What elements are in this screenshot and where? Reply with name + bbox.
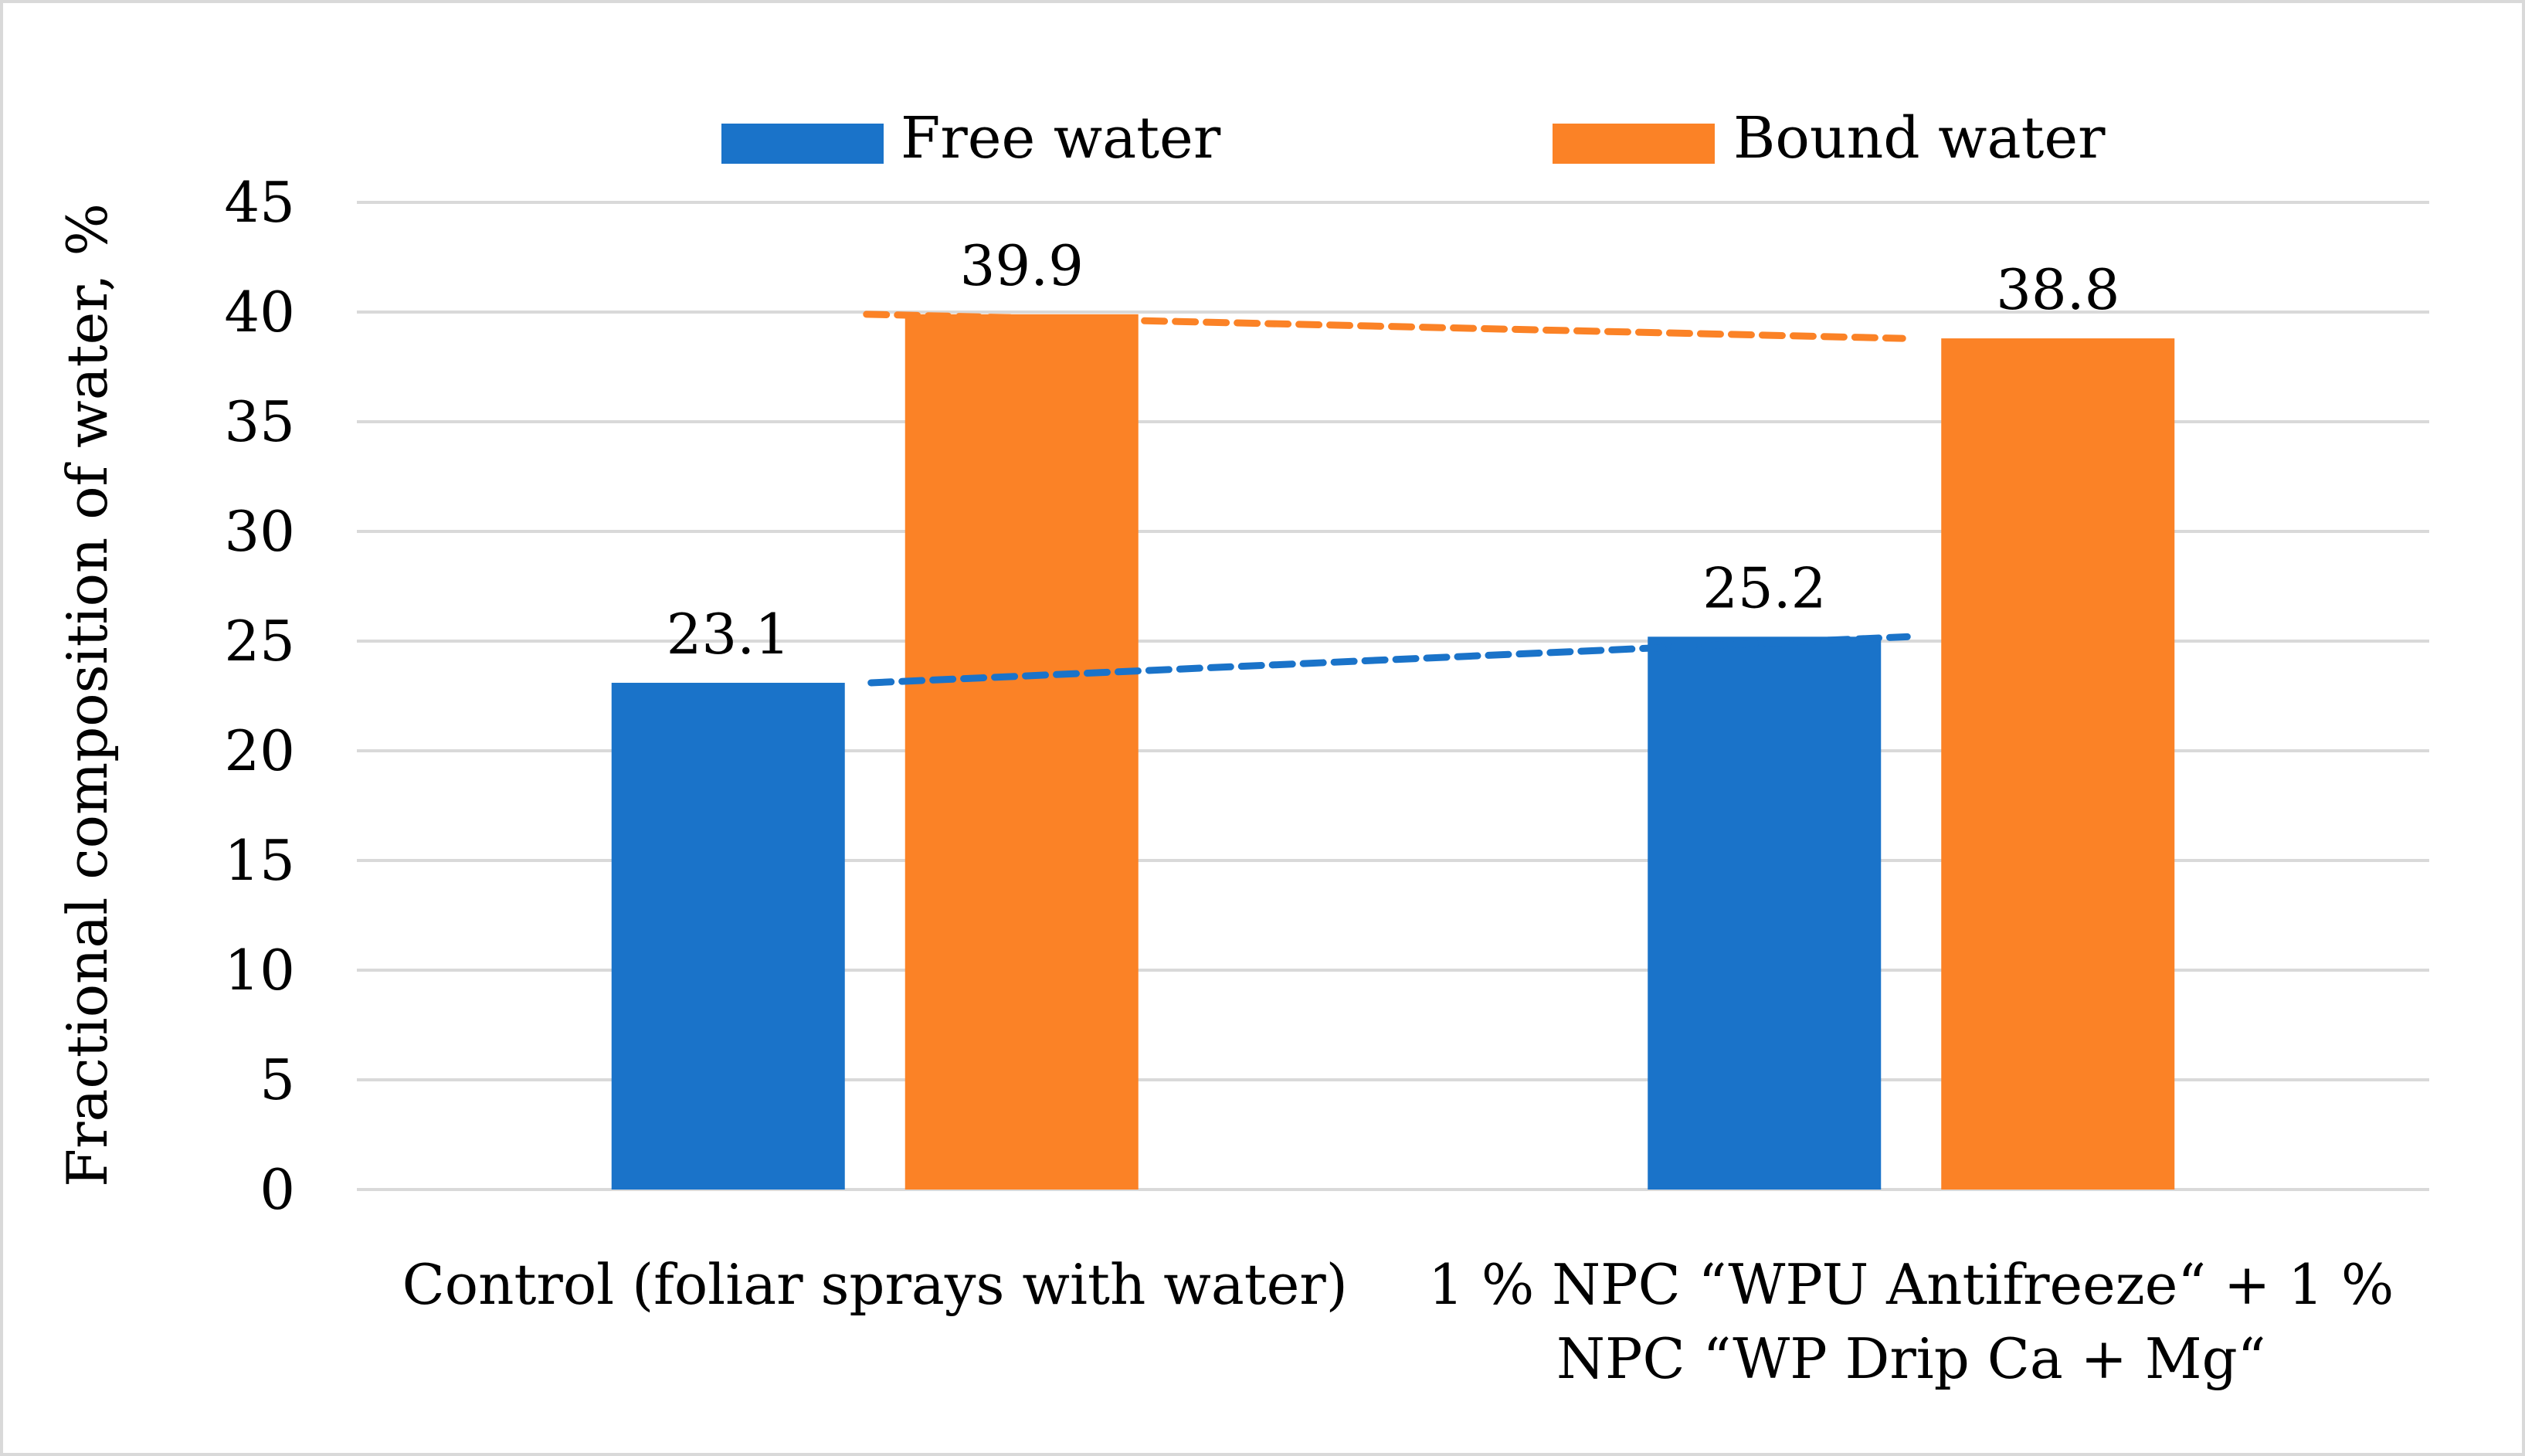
trendline-free-water xyxy=(867,633,1911,687)
trendline-bound-water xyxy=(863,311,1906,342)
y-tick-label-30: 30 xyxy=(224,499,295,564)
bars xyxy=(611,314,2175,1190)
trendlines xyxy=(863,311,1911,687)
y-axis-ticks: 0 5 10 15 20 25 30 35 40 45 xyxy=(224,170,295,1222)
y-tick-label-45: 45 xyxy=(224,170,295,235)
legend-label-bound-water: Bound water xyxy=(1733,105,2106,171)
legend-swatch-bound-water xyxy=(1553,124,1715,164)
bar-bound-water-0 xyxy=(904,314,1139,1190)
data-label-free-water-0: 23.1 xyxy=(667,602,790,667)
bar-free-water-0 xyxy=(611,682,845,1190)
bar-free-water-1 xyxy=(1648,636,1882,1190)
y-tick-label-20: 20 xyxy=(224,718,295,783)
y-axis-title: Fractional composition of water, % xyxy=(55,203,120,1187)
legend: Free water Bound water xyxy=(721,105,2106,171)
x-category-label-1-line-1: NPC “WP Drip Ca + Mg“ xyxy=(1556,1326,2265,1391)
y-tick-label-35: 35 xyxy=(224,389,295,454)
data-label-bound-water-0: 39.9 xyxy=(960,233,1084,298)
data-labels: 23.1 25.2 39.9 38.8 xyxy=(667,233,2120,667)
y-tick-label-25: 25 xyxy=(224,609,295,674)
y-tick-label-15: 15 xyxy=(224,828,295,893)
x-axis-categories: Control (foliar sprays with water) 1 % NP… xyxy=(402,1252,2394,1391)
legend-swatch-free-water xyxy=(721,124,884,164)
y-tick-label-40: 40 xyxy=(224,280,295,344)
y-tick-label-10: 10 xyxy=(224,938,295,1003)
y-tick-label-5: 5 xyxy=(260,1047,295,1112)
legend-label-free-water: Free water xyxy=(901,105,1221,171)
bar-bound-water-1 xyxy=(1941,338,2175,1190)
data-label-bound-water-1: 38.8 xyxy=(1996,257,2119,322)
x-category-label-0-line-0: Control (foliar sprays with water) xyxy=(402,1252,1348,1317)
data-label-free-water-1: 25.2 xyxy=(1702,555,1826,620)
y-tick-label-0: 0 xyxy=(260,1157,295,1222)
x-category-label-1-line-0: 1 % NPC “WPU Antifreeze“ + 1 % xyxy=(1428,1252,2394,1317)
